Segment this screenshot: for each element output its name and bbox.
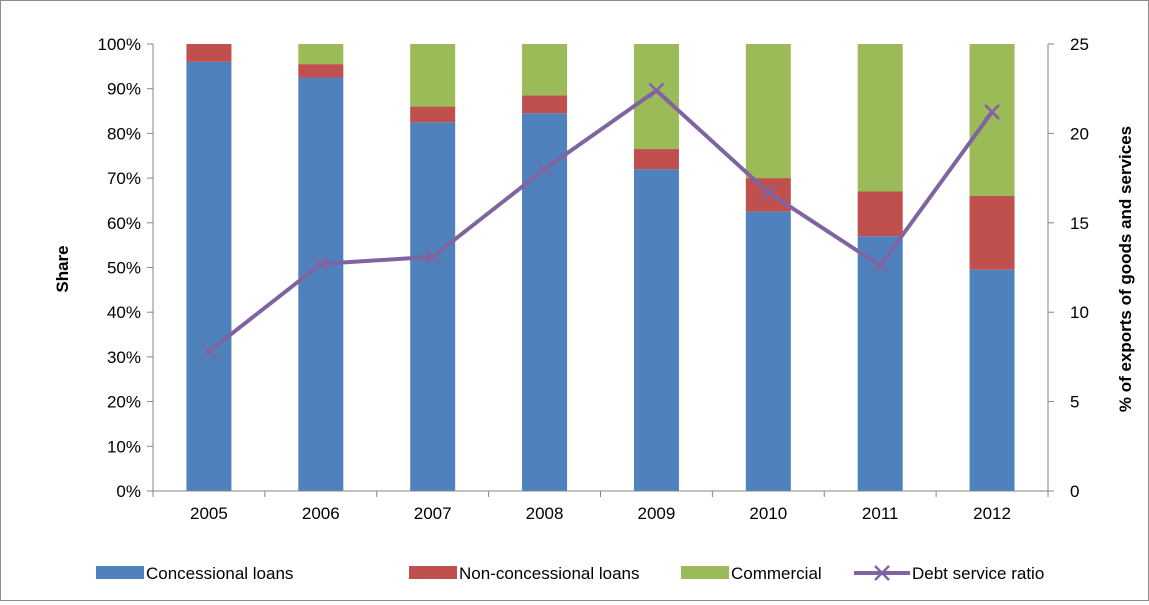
bar-concessional-loans-2008 (522, 113, 568, 491)
right-tick-label: 25 (1070, 35, 1089, 54)
bar-concessional-loans-2011 (857, 236, 903, 491)
bar-non-concessional-loans-2011 (857, 191, 903, 237)
legend-item-commercial: Commercial (681, 564, 822, 583)
left-tick-label: 80% (107, 124, 141, 143)
bar-non-concessional-loans-2005 (186, 44, 232, 62)
x-tick-label-2005: 2005 (190, 504, 228, 523)
legend-swatch (681, 566, 729, 579)
point-2005 (201, 343, 217, 360)
bar-concessional-loans-2007 (410, 122, 456, 491)
right-tick-label: 10 (1070, 303, 1089, 322)
x-tick-label-2006: 2006 (302, 504, 340, 523)
right-axis-title: % of exports of goods and services (1116, 126, 1135, 412)
bar-concessional-loans-2006 (298, 77, 344, 492)
left-tick-label: 50% (107, 259, 141, 278)
bar-non-concessional-loans-2009 (633, 149, 679, 170)
legend-swatch (409, 566, 457, 579)
axes-group: 0% 10% 20% 30% 40% 50% 60% 70% 80% 90% 100% 0 5 10 15 2… (98, 35, 1089, 523)
x-tick-label-2008: 2008 (526, 504, 564, 523)
bar-non-concessional-loans-2010 (745, 178, 791, 212)
line-group (201, 82, 1000, 360)
legend-label: Debt service ratio (912, 564, 1044, 583)
legend-label: Non-concessional loans (459, 564, 640, 583)
legend: Concessional loans Non-concessional loans… (96, 564, 1044, 583)
right-tick-label: 5 (1070, 393, 1079, 412)
point-2008 (536, 161, 553, 178)
bar-commercial-2009 (633, 44, 679, 150)
left-axis-title: Share (53, 245, 72, 292)
x-tick-label-2012: 2012 (973, 504, 1011, 523)
left-tick-label: 40% (107, 303, 141, 322)
line-debt-service-ratio (207, 88, 994, 354)
left-tick-label: 30% (107, 348, 141, 367)
right-tick-label: 15 (1070, 214, 1089, 233)
bar-commercial-2007 (410, 44, 456, 107)
bar-commercial-2006 (298, 44, 344, 65)
bar-non-concessional-loans-2012 (969, 195, 1015, 270)
left-tick-label: 60% (107, 214, 141, 233)
left-tick-label: 70% (107, 169, 141, 188)
left-tick-label: 10% (107, 437, 141, 456)
legend-label: Commercial (731, 564, 822, 583)
legend-item-non-concessional-loans: Non-concessional loans (409, 564, 640, 583)
point-2006 (312, 256, 329, 272)
bar-non-concessional-loans-2008 (522, 95, 568, 114)
point-2007 (424, 248, 441, 265)
x-tick-label-2007: 2007 (414, 504, 452, 523)
left-tick-label: 100% (98, 35, 141, 54)
legend-swatch (96, 566, 144, 579)
left-tick-label: 0% (116, 482, 141, 501)
legend-label: Concessional loans (146, 564, 293, 583)
left-tick-label: 90% (107, 80, 141, 99)
legend-item-debt-service-ratio: Debt service ratio (854, 564, 1044, 583)
x-tick-label-2010: 2010 (749, 504, 787, 523)
bar-non-concessional-loans-2007 (410, 106, 456, 123)
bar-commercial-2011 (857, 44, 903, 192)
right-tick-label: 0 (1070, 482, 1079, 501)
x-tick-label-2009: 2009 (638, 504, 676, 523)
point-2012 (984, 104, 1000, 120)
bar-non-concessional-loans-2006 (298, 64, 344, 78)
point-2011 (872, 257, 889, 274)
bar-concessional-loans-2012 (969, 269, 1015, 491)
legend-item-concessional-loans: Concessional loans (96, 564, 293, 583)
bar-commercial-2012 (969, 44, 1015, 196)
bars-group (186, 44, 1015, 492)
x-tick-label-2011: 2011 (862, 504, 899, 523)
point-2009 (648, 82, 665, 99)
right-tick-label: 20 (1070, 124, 1089, 143)
bar-commercial-2010 (745, 44, 791, 179)
bar-concessional-loans-2005 (186, 61, 232, 491)
bar-commercial-2008 (522, 44, 568, 96)
bar-concessional-loans-2010 (745, 211, 791, 492)
bar-concessional-loans-2009 (633, 169, 679, 491)
point-2010 (760, 184, 777, 201)
left-tick-label: 20% (107, 393, 141, 412)
